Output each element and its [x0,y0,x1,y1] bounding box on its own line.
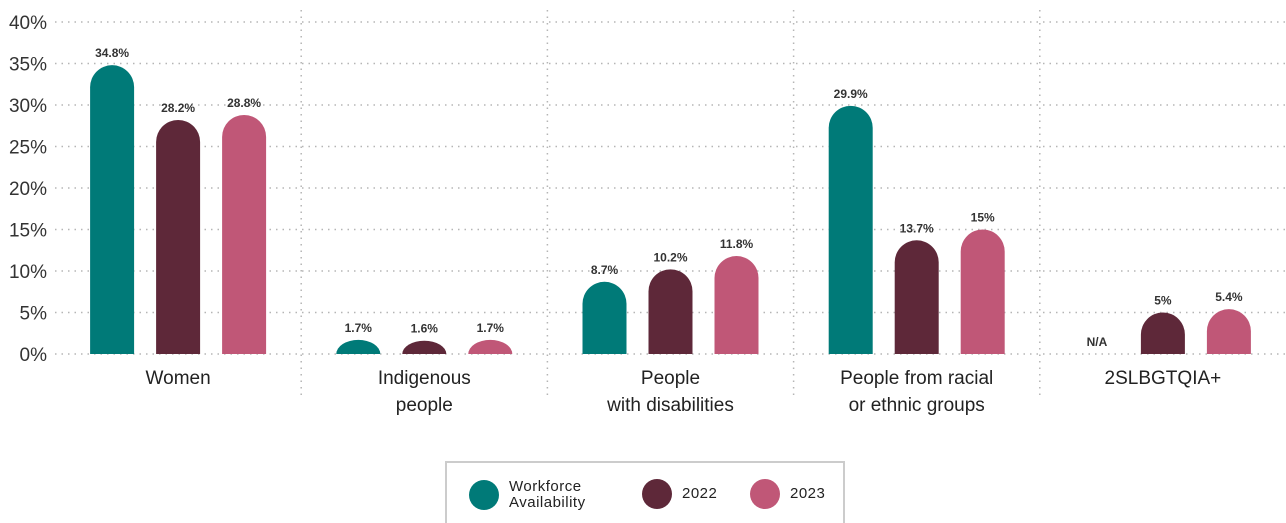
y-axis: 0% 5% 10% 15% 20% 25% 30% 35% 40% [9,13,47,366]
legend-swatch-icon [750,479,780,509]
legend-label: 2023 [790,485,826,502]
data-label: 1.7% [477,321,505,335]
grid-lines [55,10,1286,400]
bar [582,281,627,354]
legend-item-2023: 2023 [750,479,825,509]
data-label: 1.6% [411,322,439,336]
data-label: 11.8% [720,237,754,251]
category-label: People from racial [840,368,993,389]
data-labels: 34.8% 28.2% 28.8% 1.7% 1.6% 1.7% 8.7% 10.2% 11.8… [95,46,1243,349]
data-label: 15% [971,211,995,225]
y-tick-label: 0% [20,345,48,366]
y-tick-label: 35% [9,55,47,76]
legend-item-2022: 2022 [642,479,717,509]
data-label: 5.4% [1215,290,1243,304]
bar [960,229,1005,354]
data-label: N/A [1087,335,1108,349]
bar [402,340,447,354]
bar [648,269,693,354]
legend-swatch-icon [469,480,499,510]
data-label: 29.9% [834,87,868,101]
category-label: people [396,395,453,416]
bar [828,105,873,354]
bar-chart: 0% 5% 10% 15% 20% 25% 30% 35% 40% 34.8% 28.2% 28.8… [9,10,1286,416]
bars [90,65,1251,354]
legend-swatch-icon [642,479,672,509]
legend: Workforce Availability 2022 2023 [445,461,845,523]
bar [468,339,513,354]
y-tick-label: 20% [9,179,47,200]
bar [156,119,201,354]
bar [90,65,135,354]
data-label: 8.7% [591,263,619,277]
legend-label: Workforce Availability [509,478,586,511]
bar [714,256,759,354]
category-label: Women [146,368,211,389]
data-label: 13.7% [900,221,934,235]
bar [1206,309,1251,354]
data-label: 28.8% [227,96,261,110]
category-label: or ethnic groups [849,395,985,416]
legend-item-workforce-availability: Workforce Availability [469,479,586,511]
y-tick-label: 25% [9,138,47,159]
category-label: 2SLBGTQIA+ [1105,368,1222,389]
category-label: People [641,368,700,389]
legend-label: 2022 [682,485,718,502]
data-label: 34.8% [95,46,129,60]
data-label: 5% [1154,294,1172,308]
data-label: 28.2% [161,101,195,115]
data-label: 10.2% [653,250,687,264]
y-tick-label: 5% [20,304,48,325]
bar [222,114,267,354]
y-tick-label: 10% [9,262,47,283]
bar [1140,312,1185,354]
y-tick-label: 30% [9,96,47,117]
bar [894,240,939,354]
bar [336,339,381,354]
data-label: 1.7% [345,321,373,335]
category-label: with disabilities [606,395,734,416]
category-labels: Women Indigenous people People with disabili… [146,368,1222,416]
y-tick-label: 40% [9,13,47,34]
category-label: Indigenous [378,368,471,389]
y-tick-label: 15% [9,221,47,242]
